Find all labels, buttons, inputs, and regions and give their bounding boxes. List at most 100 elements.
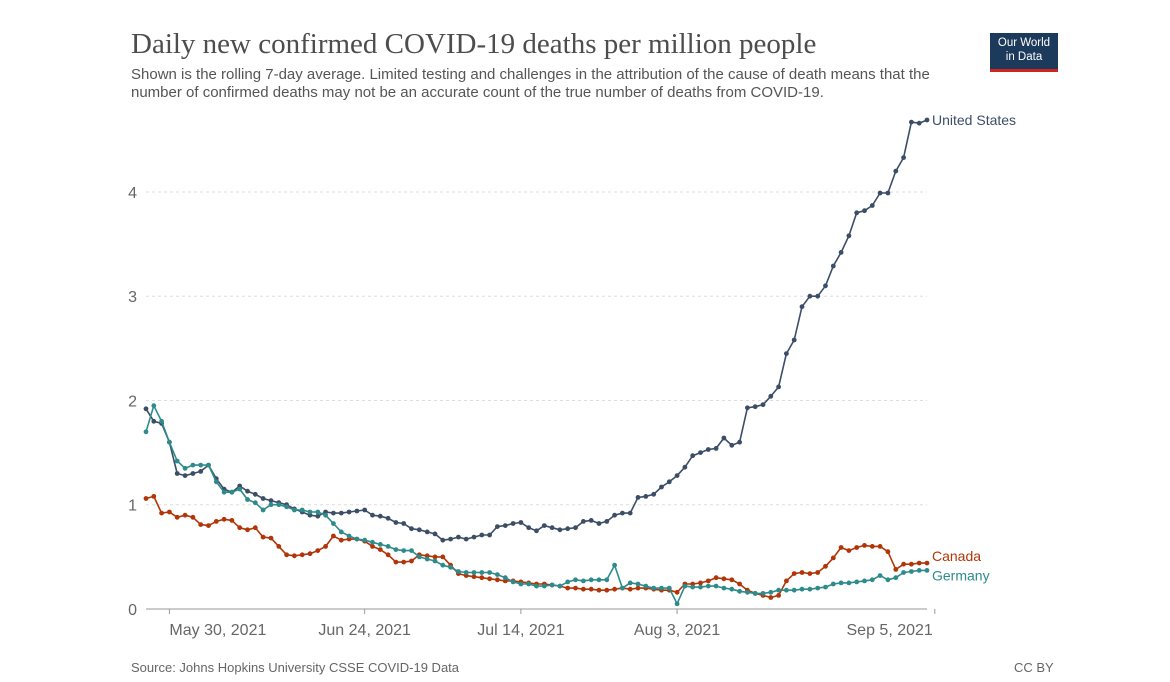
data-point-canada-57[interactable] <box>588 586 594 592</box>
data-point-canada-84[interactable] <box>799 570 805 575</box>
data-point-united-states-1[interactable] <box>151 418 157 424</box>
data-point-germany-14[interactable] <box>252 500 258 506</box>
data-point-united-states-91[interactable] <box>854 210 860 216</box>
data-point-canada-33[interactable] <box>401 559 407 565</box>
data-point-germany-82[interactable] <box>784 587 789 593</box>
data-point-united-states-71[interactable] <box>698 450 703 455</box>
data-point-canada-8[interactable] <box>206 523 211 528</box>
data-point-canada-15[interactable] <box>260 534 266 540</box>
data-point-germany-94[interactable] <box>877 573 883 578</box>
data-point-united-states-70[interactable] <box>690 453 696 459</box>
series-label-germany[interactable]: Germany <box>932 567 990 583</box>
data-point-germany-9[interactable] <box>213 479 219 485</box>
data-point-germany-43[interactable] <box>479 570 485 575</box>
data-point-united-states-6[interactable] <box>190 471 196 476</box>
data-point-united-states-85[interactable] <box>807 293 813 299</box>
data-point-canada-4[interactable] <box>174 514 180 520</box>
data-point-germany-90[interactable] <box>846 580 852 586</box>
data-point-united-states-79[interactable] <box>760 402 766 408</box>
data-point-canada-97[interactable] <box>901 561 906 567</box>
data-point-united-states-93[interactable] <box>869 203 875 208</box>
data-point-canada-62[interactable] <box>627 586 633 592</box>
data-point-canada-32[interactable] <box>393 559 399 565</box>
data-point-canada-68[interactable] <box>674 589 680 595</box>
data-point-germany-71[interactable] <box>698 584 703 590</box>
data-point-united-states-82[interactable] <box>784 351 789 356</box>
data-point-germany-59[interactable] <box>604 577 610 583</box>
data-point-canada-94[interactable] <box>877 544 883 549</box>
owid-logo[interactable]: Our World in Data <box>990 33 1058 72</box>
data-point-canada-81[interactable] <box>776 593 781 598</box>
data-point-united-states-75[interactable] <box>729 442 735 448</box>
data-point-united-states-65[interactable] <box>651 491 657 497</box>
data-point-united-states-15[interactable] <box>260 496 266 501</box>
data-point-canada-45[interactable] <box>495 577 500 583</box>
data-point-canada-12[interactable] <box>237 525 243 531</box>
data-point-germany-3[interactable] <box>167 439 172 445</box>
data-point-germany-2[interactable] <box>159 418 165 424</box>
data-point-germany-27[interactable] <box>354 536 360 542</box>
data-point-germany-8[interactable] <box>206 462 211 468</box>
series-canada[interactable] <box>143 494 930 600</box>
data-point-germany-96[interactable] <box>893 575 899 581</box>
data-point-united-states-74[interactable] <box>721 435 727 441</box>
data-point-united-states-97[interactable] <box>901 155 906 161</box>
data-point-germany-38[interactable] <box>440 562 446 568</box>
data-point-united-states-58[interactable] <box>596 521 602 526</box>
data-point-united-states-39[interactable] <box>448 536 453 542</box>
data-point-germany-56[interactable] <box>581 578 586 584</box>
data-point-germany-18[interactable] <box>284 504 289 510</box>
data-point-canada-25[interactable] <box>338 537 344 543</box>
data-point-united-states-76[interactable] <box>737 439 742 445</box>
data-point-germany-1[interactable] <box>151 403 157 409</box>
data-point-germany-6[interactable] <box>190 462 196 468</box>
data-point-germany-5[interactable] <box>182 465 188 471</box>
data-point-united-states-98[interactable] <box>909 119 914 125</box>
data-point-canada-31[interactable] <box>385 552 391 558</box>
data-point-canada-44[interactable] <box>487 576 492 582</box>
data-point-united-states-31[interactable] <box>385 515 391 521</box>
data-point-canada-88[interactable] <box>830 555 836 561</box>
data-point-germany-21[interactable] <box>307 509 313 515</box>
data-point-canada-63[interactable] <box>635 585 641 591</box>
data-point-germany-25[interactable] <box>338 529 344 535</box>
data-point-canada-38[interactable] <box>440 554 446 560</box>
data-point-united-states-48[interactable] <box>518 520 524 525</box>
data-point-germany-70[interactable] <box>690 584 696 590</box>
data-point-united-states-44[interactable] <box>487 532 492 538</box>
data-point-germany-54[interactable] <box>565 579 571 585</box>
data-point-germany-86[interactable] <box>815 585 821 591</box>
data-point-canada-99[interactable] <box>916 560 922 566</box>
data-point-canada-87[interactable] <box>823 563 828 569</box>
data-point-united-states-16[interactable] <box>268 498 274 503</box>
data-point-germany-17[interactable] <box>276 502 282 508</box>
data-point-germany-77[interactable] <box>745 589 750 595</box>
data-point-germany-19[interactable] <box>292 507 297 513</box>
data-point-germany-83[interactable] <box>791 587 797 593</box>
data-point-united-states-95[interactable] <box>885 190 891 196</box>
data-point-germany-81[interactable] <box>776 587 781 593</box>
data-point-canada-56[interactable] <box>581 586 586 592</box>
data-point-germany-52[interactable] <box>549 582 555 588</box>
data-point-canada-30[interactable] <box>377 547 383 552</box>
data-point-united-states-36[interactable] <box>424 529 430 535</box>
data-point-germany-26[interactable] <box>346 533 352 539</box>
data-point-united-states-29[interactable] <box>370 512 375 518</box>
data-point-germany-42[interactable] <box>471 570 477 575</box>
series-label-canada[interactable]: Canada <box>932 548 981 564</box>
data-point-united-states-49[interactable] <box>526 525 532 531</box>
data-point-germany-58[interactable] <box>596 577 602 583</box>
data-point-canada-91[interactable] <box>854 545 860 550</box>
data-point-united-states-60[interactable] <box>612 512 617 518</box>
data-point-germany-79[interactable] <box>760 591 766 596</box>
data-point-germany-69[interactable] <box>682 583 688 589</box>
data-point-united-states-53[interactable] <box>557 527 563 533</box>
data-point-germany-92[interactable] <box>862 578 867 584</box>
data-point-united-states-52[interactable] <box>549 525 555 531</box>
data-point-germany-0[interactable] <box>143 429 149 435</box>
data-point-germany-98[interactable] <box>909 569 914 574</box>
data-point-canada-82[interactable] <box>784 578 789 584</box>
data-point-germany-65[interactable] <box>651 585 657 591</box>
data-point-united-states-83[interactable] <box>791 337 797 343</box>
data-point-germany-44[interactable] <box>487 570 492 575</box>
